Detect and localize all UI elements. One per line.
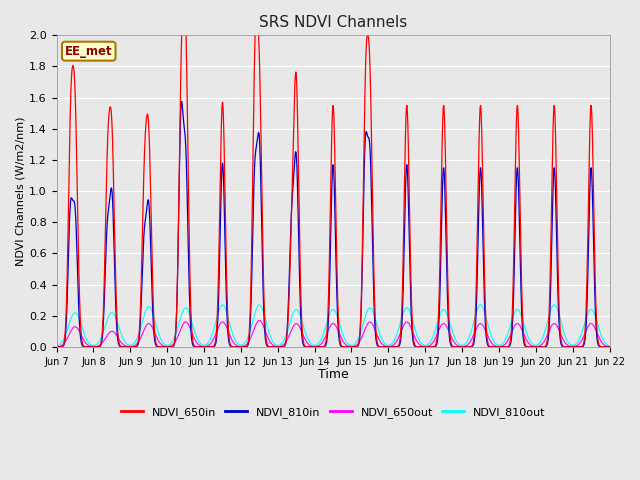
Title: SRS NDVI Channels: SRS NDVI Channels: [259, 15, 407, 30]
Legend: NDVI_650in, NDVI_810in, NDVI_650out, NDVI_810out: NDVI_650in, NDVI_810in, NDVI_650out, NDV…: [116, 402, 550, 422]
Text: EE_met: EE_met: [65, 45, 113, 58]
Y-axis label: NDVI Channels (W/m2/nm): NDVI Channels (W/m2/nm): [15, 116, 25, 266]
X-axis label: Time: Time: [317, 368, 348, 381]
